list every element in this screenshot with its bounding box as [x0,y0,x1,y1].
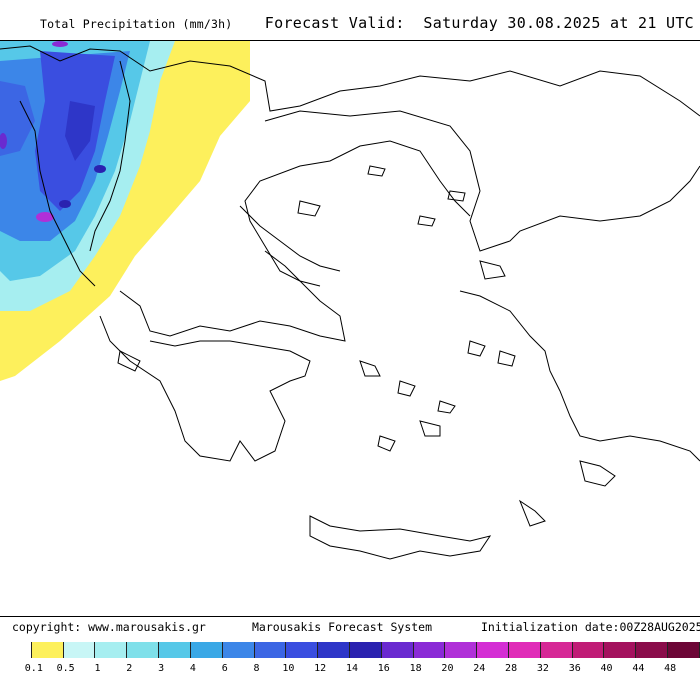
legend-label: 8 [253,663,260,674]
legend-label: 48 [664,663,677,674]
forecast-valid-time: Forecast Valid: Saturday 30.08.2025 at 2… [264,14,694,32]
legend-swatch [0,642,32,658]
legend-label: 14 [345,663,359,674]
coastlines [0,45,700,560]
legend-swatch [190,642,223,658]
forecast-system-text: Marousakis Forecast System [252,620,433,634]
legend-label: 24 [473,663,486,674]
legend-label: 10 [282,663,295,674]
legend-label: 12 [314,663,327,674]
map-canvas [0,41,700,560]
legend-swatch [222,642,255,658]
precipitation-map [0,40,700,617]
legend-swatch [477,642,509,658]
legend-label: 40 [600,663,613,674]
legend-swatch [413,642,446,658]
legend-label: 3 [158,663,165,674]
legend-swatch [540,642,573,658]
precipitation-field [0,41,250,381]
legend-swatch [159,642,191,658]
color-legend-bar [0,642,700,658]
legend-label: 20 [441,663,454,674]
legend-label: 36 [568,663,581,674]
legend-label: 0.5 [56,663,75,674]
map-title: Total Precipitation (mm/3h) [40,17,233,31]
legend-label: 2 [126,663,133,674]
legend-label: 28 [505,663,518,674]
legend-swatch [286,642,319,658]
copyright-text: copyright: www.marousakis.gr [12,620,206,634]
legend-label: 4 [189,663,196,674]
legend-swatch [604,642,637,658]
legend-swatch [381,642,414,658]
legend-swatch [63,642,96,658]
legend-swatch [572,642,605,658]
legend-swatch [668,642,700,658]
legend-swatch [636,642,669,658]
footer: copyright: www.marousakis.gr Marousakis … [0,617,700,700]
legend-label: 16 [377,663,390,674]
legend-swatch [318,642,350,658]
legend-label: 1 [94,663,101,674]
legend-label: 18 [409,663,422,674]
legend-swatch [349,642,382,658]
header: Total Precipitation (mm/3h) Forecast Val… [0,0,700,40]
legend-label: 6 [221,663,228,674]
initialization-date-text: Initialization date:00Z28AUG2025 [481,620,700,634]
color-legend-labels: 0.1 0.5 1 2 3 4 6 8 10 12 14 16 18 20 24 28 32 36 40 44 48 [0,663,700,677]
legend-label: 44 [632,663,645,674]
legend-swatch [31,642,64,658]
legend-swatch [127,642,160,658]
legend-label: 32 [536,663,549,674]
legend-swatch [445,642,478,658]
legend-swatch [95,642,128,658]
legend-swatch [254,642,287,658]
legend-swatch [509,642,541,658]
legend-label: 0.1 [24,663,43,674]
